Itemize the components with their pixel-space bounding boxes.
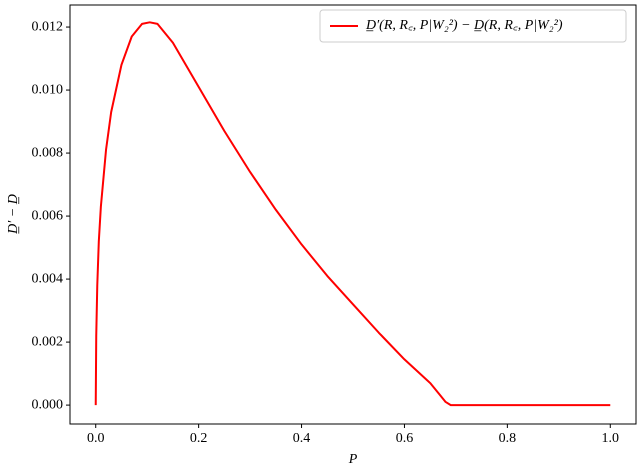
axes-frame (69, 4, 637, 425)
x-tick-label: 0.4 (293, 431, 311, 446)
x-tick-label: 0.6 (396, 431, 414, 446)
legend-label: D̲′(R, R꜀, P|W₂²) − D̲(R, R꜀, P|W₂²) (365, 18, 563, 33)
y-tick-label: 0.012 (32, 19, 64, 34)
data-line (94, 21, 611, 407)
legend-box (319, 9, 627, 43)
x-tick-label: 0.0 (87, 431, 105, 446)
y-tick-label: 0.010 (32, 82, 64, 97)
y-tick-label: 0.002 (32, 334, 64, 349)
x-tick-label: 0.8 (499, 431, 517, 446)
x-tick-label: 0.2 (190, 431, 208, 446)
x-axis-label: P (348, 452, 358, 467)
y-tick-label: 0.000 (32, 397, 64, 412)
y-tick-label: 0.004 (32, 271, 64, 286)
y-axis-label: D̲′ − D̲ (6, 194, 21, 235)
x-tick-label: 1.0 (602, 431, 620, 446)
y-tick-label: 0.006 (32, 208, 64, 223)
y-tick-label: 0.008 (32, 145, 64, 160)
